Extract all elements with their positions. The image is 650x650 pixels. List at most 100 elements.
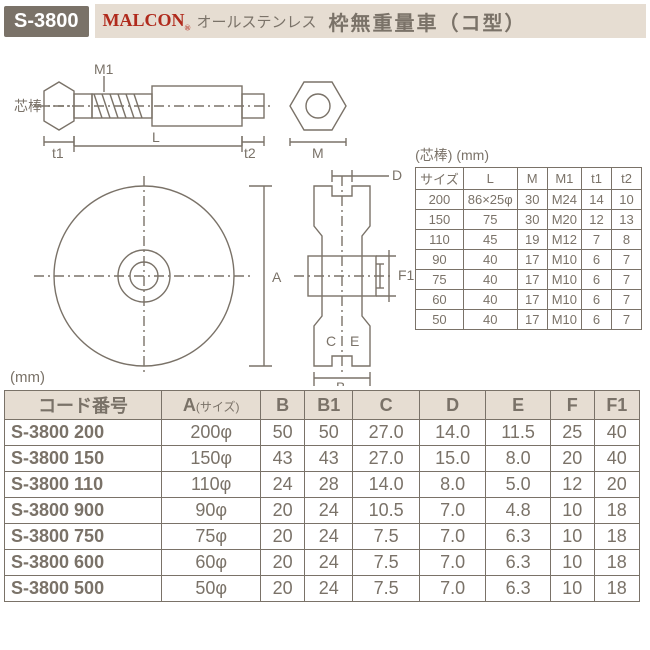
dim-cell: 24 bbox=[305, 498, 353, 524]
dim-cell: S-3800 500 bbox=[5, 576, 162, 602]
svg-text:D: D bbox=[392, 167, 402, 183]
svg-text:L: L bbox=[152, 129, 160, 145]
title-bar: MALCON® オールステンレス 枠無重量車（コ型） bbox=[95, 4, 647, 38]
dim-cell: 18 bbox=[594, 576, 639, 602]
shaft-size-table-wrap: (芯棒) (mm) サイズLMM1t1t2 20086×25φ30M241410… bbox=[415, 145, 642, 330]
shaft-cell: M10 bbox=[547, 270, 581, 290]
shaft-cell: 40 bbox=[463, 290, 517, 310]
shaft-cell: 50 bbox=[416, 310, 464, 330]
dim-col-header: A(サイズ) bbox=[162, 391, 261, 420]
dim-cell: 28 bbox=[305, 472, 353, 498]
shaft-cell: 7 bbox=[612, 290, 642, 310]
shaft-cell: 10 bbox=[612, 190, 642, 210]
shaft-cell: M24 bbox=[547, 190, 581, 210]
svg-text:t1: t1 bbox=[52, 145, 64, 161]
shaft-cell: 6 bbox=[582, 270, 612, 290]
shaft-cell: 150 bbox=[416, 210, 464, 230]
brand-logo: MALCON® bbox=[103, 10, 191, 33]
dim-cell: 110φ bbox=[162, 472, 261, 498]
table-row: S-3800 75075φ20247.57.06.31018 bbox=[5, 524, 640, 550]
dim-col-header: E bbox=[486, 391, 550, 420]
shaft-cell: 90 bbox=[416, 250, 464, 270]
dim-cell: 24 bbox=[305, 550, 353, 576]
dim-cell: S-3800 900 bbox=[5, 498, 162, 524]
shaft-cell: 13 bbox=[612, 210, 642, 230]
dim-cell: 18 bbox=[594, 550, 639, 576]
dim-cell: S-3800 600 bbox=[5, 550, 162, 576]
dim-cell: 8.0 bbox=[486, 446, 550, 472]
dim-cell: 7.0 bbox=[419, 576, 485, 602]
svg-text:B: B bbox=[336, 379, 345, 386]
dim-cell: 20 bbox=[261, 550, 305, 576]
shaft-col-header: t1 bbox=[582, 168, 612, 190]
shaft-col-header: M bbox=[517, 168, 547, 190]
dim-cell: S-3800 200 bbox=[5, 420, 162, 446]
dim-cell: 15.0 bbox=[419, 446, 485, 472]
shaft-col-header: t2 bbox=[612, 168, 642, 190]
table-row: S-3800 50050φ20247.57.06.31018 bbox=[5, 576, 640, 602]
dim-cell: 75φ bbox=[162, 524, 261, 550]
dim-cell: 27.0 bbox=[353, 420, 419, 446]
dim-cell: 150φ bbox=[162, 446, 261, 472]
shaft-cell: M20 bbox=[547, 210, 581, 230]
shaft-col-header: L bbox=[463, 168, 517, 190]
dim-cell: 20 bbox=[550, 446, 594, 472]
dim-col-header: F1 bbox=[594, 391, 639, 420]
product-code-badge: S-3800 bbox=[4, 6, 89, 37]
dim-cell: 50 bbox=[305, 420, 353, 446]
dim-cell: 24 bbox=[305, 576, 353, 602]
shaft-row: 604017M1067 bbox=[416, 290, 642, 310]
svg-text:C: C bbox=[326, 333, 336, 349]
dim-cell: 14.0 bbox=[419, 420, 485, 446]
dim-cell: 90φ bbox=[162, 498, 261, 524]
dim-cell: 4.8 bbox=[486, 498, 550, 524]
shaft-row: 504017M1067 bbox=[416, 310, 642, 330]
dim-cell: 20 bbox=[594, 472, 639, 498]
dim-col-header: F bbox=[550, 391, 594, 420]
dim-cell: 200φ bbox=[162, 420, 261, 446]
shaft-cell: M10 bbox=[547, 290, 581, 310]
table-row: S-3800 150150φ434327.015.08.02040 bbox=[5, 446, 640, 472]
shaft-cell: 75 bbox=[416, 270, 464, 290]
shaft-col-header: M1 bbox=[547, 168, 581, 190]
dim-cell: 10.5 bbox=[353, 498, 419, 524]
dim-cell: 6.3 bbox=[486, 550, 550, 576]
shaft-cell: 14 bbox=[582, 190, 612, 210]
dim-cell: 5.0 bbox=[486, 472, 550, 498]
table-row: S-3800 60060φ20247.57.06.31018 bbox=[5, 550, 640, 576]
shaft-cell: 75 bbox=[463, 210, 517, 230]
shaft-row: 20086×25φ30M241410 bbox=[416, 190, 642, 210]
shaft-row: 1507530M201213 bbox=[416, 210, 642, 230]
dim-cell: 7.0 bbox=[419, 524, 485, 550]
dim-cell: 7.5 bbox=[353, 576, 419, 602]
dim-cell: 40 bbox=[594, 420, 639, 446]
shaft-cell: 7 bbox=[612, 250, 642, 270]
dim-cell: 7.5 bbox=[353, 550, 419, 576]
dimension-table: コード番号A(サイズ)BB1CDEFF1 S-3800 200200φ50502… bbox=[4, 390, 640, 602]
shaft-cell: 45 bbox=[463, 230, 517, 250]
shaft-cell: 110 bbox=[416, 230, 464, 250]
shaft-cell: 30 bbox=[517, 210, 547, 230]
dim-col-header: B bbox=[261, 391, 305, 420]
dim-cell: 24 bbox=[305, 524, 353, 550]
dim-cell: 25 bbox=[550, 420, 594, 446]
dim-col-header: B1 bbox=[305, 391, 353, 420]
shaft-cell: 19 bbox=[517, 230, 547, 250]
shaft-size-table: サイズLMM1t1t2 20086×25φ30M2414101507530M20… bbox=[415, 167, 642, 330]
shaft-cell: 7 bbox=[582, 230, 612, 250]
dim-col-header: D bbox=[419, 391, 485, 420]
shaft-cell: 40 bbox=[463, 270, 517, 290]
shaft-cell: 17 bbox=[517, 250, 547, 270]
shaft-cell: 30 bbox=[517, 190, 547, 210]
dim-cell: 24 bbox=[261, 472, 305, 498]
dim-cell: 7.5 bbox=[353, 524, 419, 550]
dim-cell: 40 bbox=[594, 446, 639, 472]
shaft-cell: 200 bbox=[416, 190, 464, 210]
dim-cell: 50 bbox=[261, 420, 305, 446]
dim-cell: 8.0 bbox=[419, 472, 485, 498]
dim-cell: S-3800 750 bbox=[5, 524, 162, 550]
dim-cell: 6.3 bbox=[486, 576, 550, 602]
dim-cell: 10 bbox=[550, 550, 594, 576]
label-shaft: 芯棒 bbox=[14, 98, 42, 114]
shaft-cell: 40 bbox=[463, 310, 517, 330]
